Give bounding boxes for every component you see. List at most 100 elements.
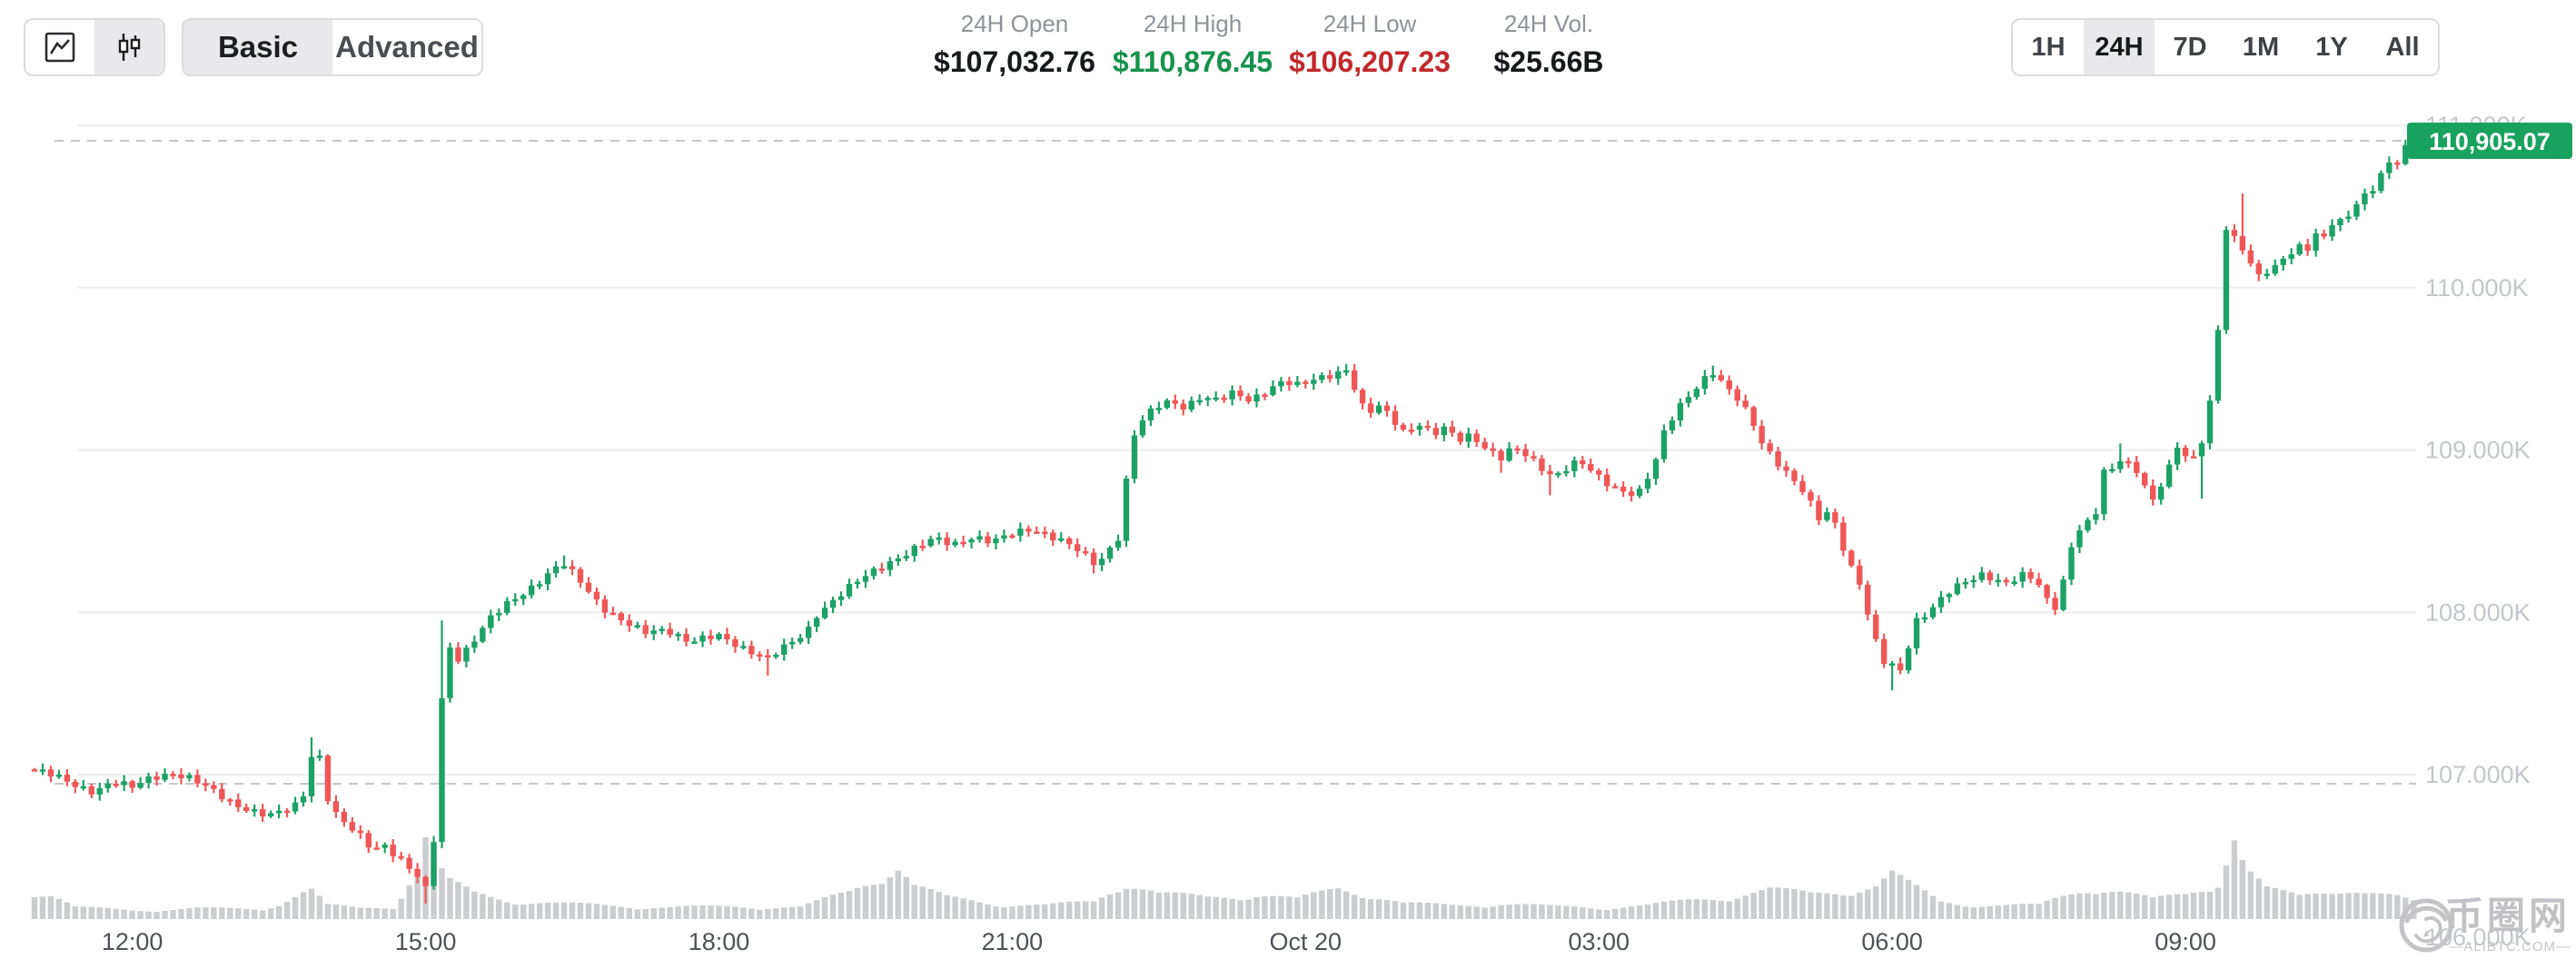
volume-bar xyxy=(259,910,266,919)
candle xyxy=(292,802,299,812)
candle xyxy=(1327,375,1333,379)
candle xyxy=(1652,459,1660,480)
candle xyxy=(1913,618,1920,648)
candle xyxy=(577,568,584,583)
volume-bar xyxy=(1946,903,1953,919)
range-1m-button[interactable]: 1M xyxy=(2242,32,2280,62)
candle xyxy=(80,786,87,789)
candle xyxy=(2313,233,2319,252)
candle xyxy=(1580,460,1586,465)
candle xyxy=(1865,584,1871,615)
candle xyxy=(2353,203,2360,217)
candle xyxy=(39,769,46,772)
volume-bar xyxy=(1799,890,1806,919)
x-axis-label: 18:00 xyxy=(689,928,750,955)
candle xyxy=(765,655,771,657)
volume-bar xyxy=(944,895,950,919)
volume-bar xyxy=(1147,890,1154,919)
volume-bar xyxy=(1775,887,1781,919)
candle xyxy=(2394,162,2401,165)
candle xyxy=(72,781,79,787)
volume-bar xyxy=(1090,901,1097,919)
candle xyxy=(154,776,160,780)
range-7d-button[interactable]: 7D xyxy=(2173,32,2207,62)
candle xyxy=(194,775,201,784)
volume-bar xyxy=(1196,895,1203,919)
volume-bar xyxy=(536,903,543,919)
chart-header: Basic Advanced 24H Open $107,032.76 24H … xyxy=(0,0,2576,91)
volume-bar xyxy=(1580,907,1586,919)
candle xyxy=(1946,594,1953,598)
candlestick-icon xyxy=(118,34,141,61)
candle xyxy=(2362,193,2368,204)
volume-bar xyxy=(439,868,445,919)
volume-bar xyxy=(2142,895,2148,919)
candle xyxy=(1213,397,1219,400)
candle xyxy=(2255,263,2263,274)
candle xyxy=(219,788,225,800)
volume-bar xyxy=(577,903,584,919)
volume-bar xyxy=(1644,904,1651,919)
candle xyxy=(1123,479,1130,541)
volume-bar xyxy=(2165,895,2173,919)
volume-bar xyxy=(2174,894,2181,919)
volume-bar xyxy=(659,907,665,919)
range-1h-button[interactable]: 1H xyxy=(2031,32,2066,62)
candle xyxy=(121,781,127,786)
candle xyxy=(1897,663,1904,671)
volume-bar xyxy=(2313,893,2319,919)
candle xyxy=(781,644,788,655)
volume-bar xyxy=(1539,904,1545,919)
volume-bar xyxy=(1449,905,1455,919)
volume-bar xyxy=(1816,892,1822,919)
candle xyxy=(2076,529,2083,548)
volume-bar xyxy=(2304,894,2311,919)
volume-bar xyxy=(2223,865,2230,919)
candle xyxy=(1873,614,1879,639)
candle xyxy=(1245,396,1252,402)
candle xyxy=(757,654,763,657)
candle xyxy=(55,774,63,777)
price-chart[interactable]: 111.000K110.000K109.000K108.000K107.000K… xyxy=(0,91,2576,959)
candle xyxy=(1432,428,1440,436)
volume-bar xyxy=(870,885,877,919)
volume-bar xyxy=(235,908,242,919)
candlestick-chart-type-button[interactable] xyxy=(94,20,163,74)
volume-bar xyxy=(765,909,771,919)
candle xyxy=(1221,397,1227,400)
candle xyxy=(1106,547,1114,559)
candle xyxy=(593,591,600,599)
candle xyxy=(211,785,217,789)
range-all-button[interactable]: All xyxy=(2385,32,2420,62)
volume-bar xyxy=(1441,904,1448,919)
candle xyxy=(365,833,372,848)
candle xyxy=(1001,535,1007,539)
candle xyxy=(1693,389,1700,398)
candle xyxy=(283,810,291,814)
candle xyxy=(1816,500,1822,520)
volume-bar xyxy=(528,904,535,919)
candle xyxy=(601,598,609,613)
candles-layer xyxy=(31,135,2417,904)
mode-basic-button[interactable]: Basic xyxy=(183,20,332,74)
candle xyxy=(2142,472,2148,486)
volume-bar xyxy=(2036,904,2042,919)
candle xyxy=(887,561,894,570)
candle xyxy=(1718,375,1724,381)
volume-bar xyxy=(1555,905,1561,919)
line-chart-type-button[interactable] xyxy=(25,20,94,74)
mode-advanced-button[interactable]: Advanced xyxy=(335,30,479,64)
volume-bar xyxy=(1588,908,1594,919)
volume-bar xyxy=(2247,871,2254,919)
candle xyxy=(1074,544,1081,551)
candle xyxy=(2198,443,2205,457)
volume-bar xyxy=(1571,906,1578,919)
candle xyxy=(895,558,902,562)
candle xyxy=(691,641,698,644)
volume-bar xyxy=(292,896,299,919)
range-1y-button[interactable]: 1Y xyxy=(2315,32,2348,62)
volume-bar xyxy=(585,903,592,919)
candle xyxy=(1929,607,1937,618)
volume-bar xyxy=(1490,906,1496,919)
range-24h-button[interactable]: 24H xyxy=(2084,20,2155,74)
